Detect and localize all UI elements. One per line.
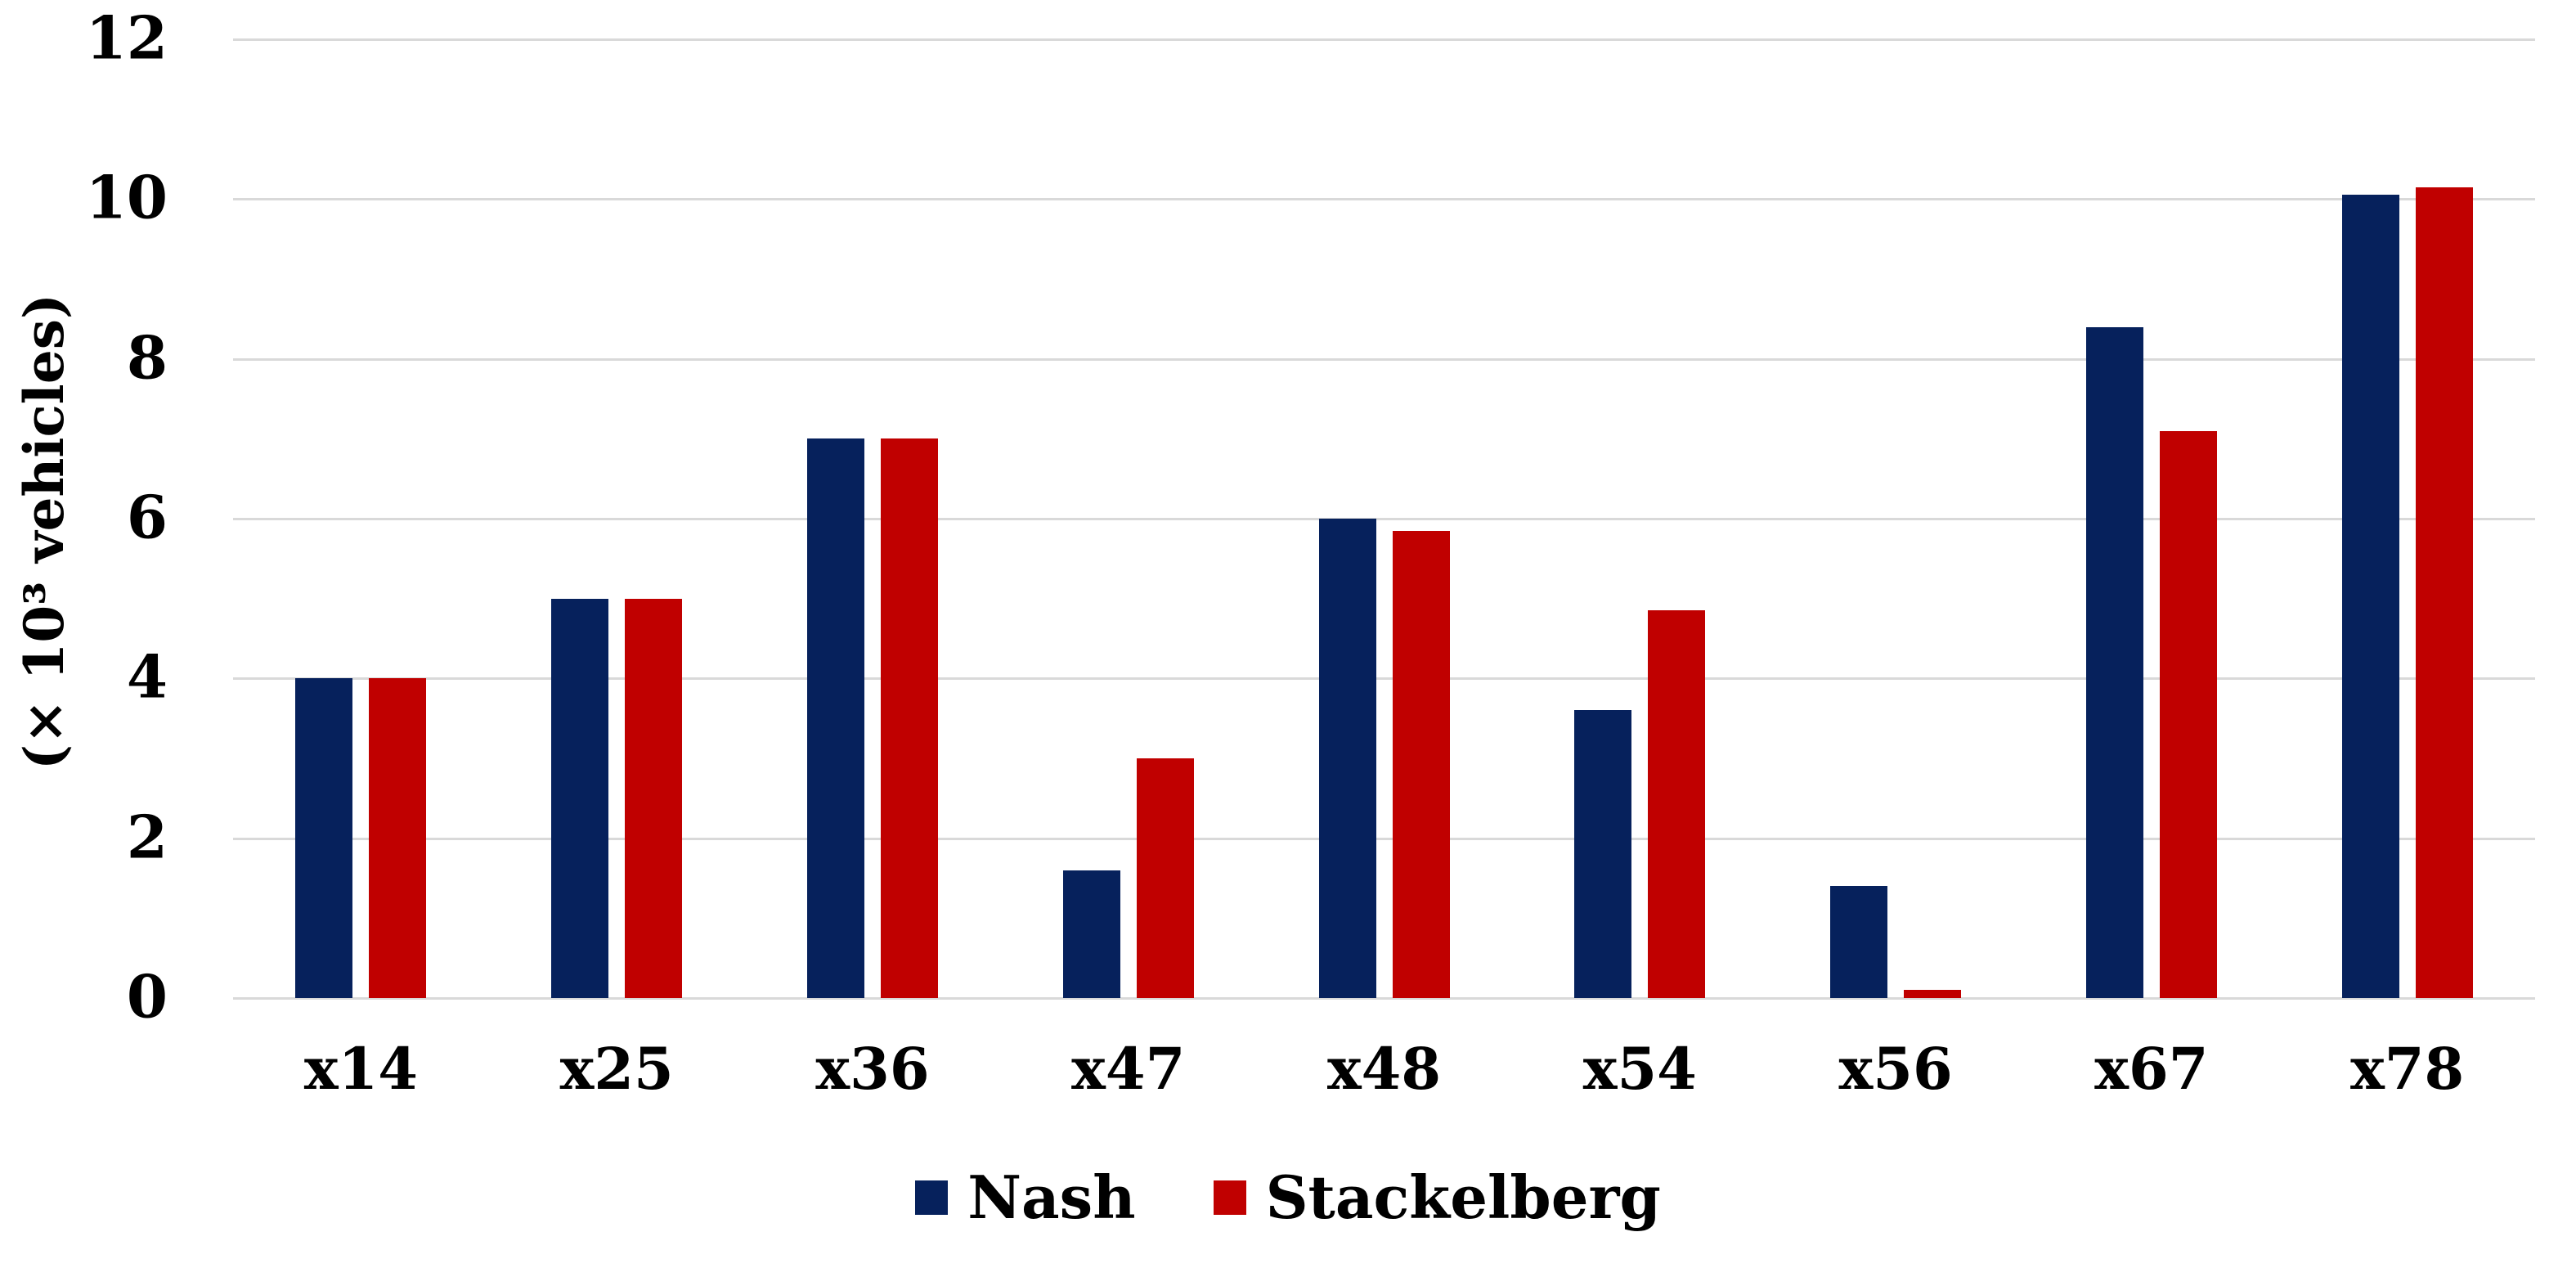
bar-stackelberg-x47 — [1136, 758, 1194, 998]
x-axis-label-x25: x25 — [559, 1035, 674, 1103]
bar-stackelberg-x14 — [369, 678, 427, 998]
legend: Nash Stackelberg — [0, 1168, 2576, 1227]
x-axis-label-x47: x47 — [1071, 1035, 1186, 1103]
y-axis-tick-labels: 0 2 4 6 8 10 12 — [0, 8, 176, 1026]
gridline-2 — [233, 837, 2535, 840]
bar-group-x48 — [1256, 39, 1512, 998]
y-tick-label-12: 12 — [85, 2, 168, 73]
bar-group-x25 — [489, 39, 745, 998]
gridline-4 — [233, 677, 2535, 681]
y-tick-label-4: 4 — [126, 641, 168, 712]
bar-nash-x47 — [1062, 870, 1120, 998]
bar-group-x54 — [1512, 39, 1768, 998]
x-axis-label-x54: x54 — [1582, 1035, 1697, 1103]
y-tick-label-8: 8 — [126, 322, 168, 393]
bar-stackelberg-x56 — [1904, 990, 1962, 998]
legend-swatch-stackelberg — [1213, 1180, 1246, 1215]
y-tick-label-6: 6 — [126, 482, 168, 552]
bar-nash-x48 — [1318, 519, 1376, 998]
bar-group-x67 — [2023, 39, 2279, 998]
bar-group-x36 — [745, 39, 1001, 998]
bar-nash-x67 — [2085, 327, 2143, 998]
bar-stackelberg-x25 — [625, 599, 683, 998]
bar-stackelberg-x48 — [1392, 531, 1450, 998]
bar-nash-x14 — [295, 678, 353, 998]
x-axis-label-x14: x14 — [303, 1035, 418, 1103]
bar-stackelberg-x78 — [2415, 187, 2473, 998]
bar-nash-x56 — [1830, 886, 1888, 998]
bars-row — [233, 39, 2535, 998]
legend-item-stackelberg: Stackelberg — [1213, 1162, 1661, 1232]
x-axis-label-x48: x48 — [1326, 1035, 1442, 1103]
bar-stackelberg-x67 — [2159, 431, 2217, 998]
legend-label-nash: Nash — [967, 1162, 1136, 1232]
legend-label-stackelberg: Stackelberg — [1265, 1162, 1661, 1232]
bar-group-x78 — [2279, 39, 2535, 998]
bar-nash-x25 — [551, 599, 609, 998]
gridline-10 — [233, 198, 2535, 201]
bar-nash-x36 — [806, 438, 864, 998]
gridline-8 — [233, 357, 2535, 361]
x-axis-label-x36: x36 — [815, 1035, 930, 1103]
legend-item-nash: Nash — [915, 1162, 1136, 1232]
gridline-0 — [233, 997, 2535, 1000]
bar-group-x47 — [1000, 39, 1256, 998]
bar-group-x56 — [1768, 39, 2024, 998]
plot-area — [233, 38, 2535, 1000]
y-tick-label-10: 10 — [85, 162, 168, 232]
y-tick-label-2: 2 — [126, 802, 168, 872]
x-axis-label-x56: x56 — [1838, 1035, 1953, 1103]
bar-group-x14 — [233, 39, 489, 998]
gridline-6 — [233, 518, 2535, 520]
bar-nash-x54 — [1574, 710, 1632, 998]
bar-stackelberg-x54 — [1648, 610, 1706, 998]
gridline-12 — [233, 38, 2535, 41]
bar-nash-x78 — [2341, 195, 2399, 998]
bar-stackelberg-x36 — [880, 438, 938, 998]
x-axis-labels: x14 x25 x36 x47 x48 x54 x56 x67 x78 — [233, 1041, 2535, 1098]
x-axis-label-x67: x67 — [2094, 1035, 2209, 1103]
x-axis-label-x78: x78 — [2350, 1035, 2465, 1103]
y-tick-label-0: 0 — [126, 961, 168, 1032]
legend-swatch-nash — [915, 1180, 949, 1215]
